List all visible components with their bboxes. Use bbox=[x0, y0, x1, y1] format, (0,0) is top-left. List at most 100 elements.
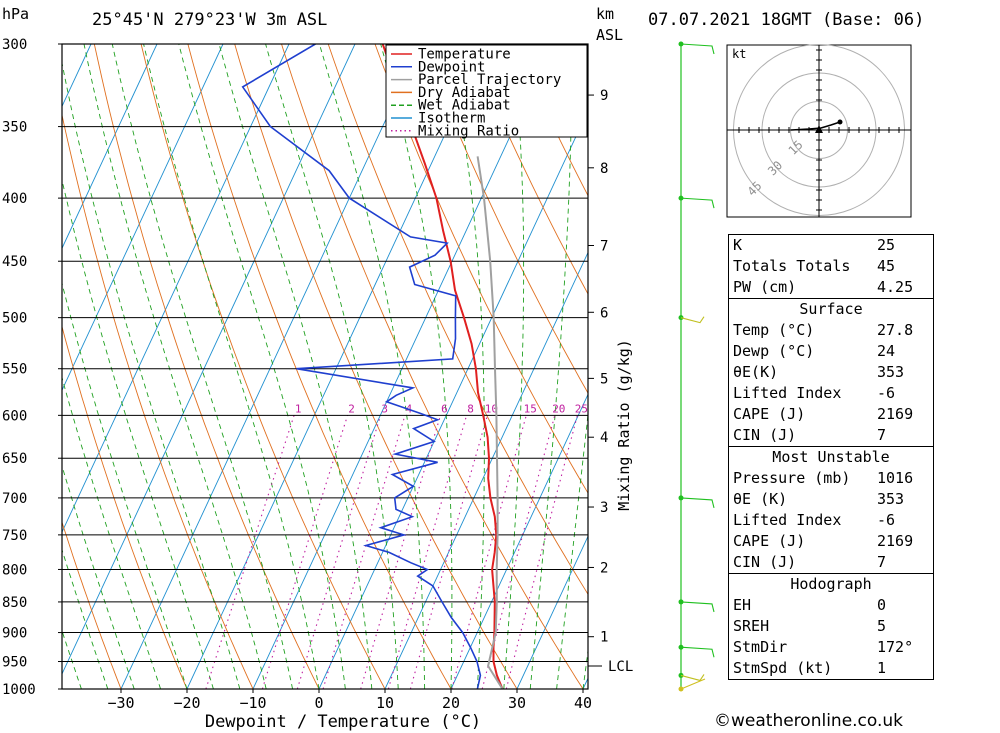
plot-border bbox=[61, 43, 589, 690]
section-title-row: Most Unstable bbox=[728, 446, 934, 468]
pressure-tick-label: 1000 bbox=[2, 682, 36, 698]
index-row: Totals Totals 45 bbox=[728, 256, 934, 277]
legend-entry: Wet Adiabat bbox=[418, 98, 511, 114]
km-tick-label: 4 bbox=[600, 430, 608, 446]
legend-entry: Temperature bbox=[418, 47, 511, 63]
pressure-tick-label: 850 bbox=[2, 595, 27, 611]
dry-adiabat-line bbox=[468, 44, 588, 295]
temperature-tick-label: 20 bbox=[442, 694, 460, 712]
indices-table: K 25 Totals Totals 45 PW (cm) 4.25 Surface Temp… bbox=[728, 234, 934, 680]
dry-adiabat-line bbox=[374, 44, 588, 494]
isotherm-line bbox=[516, 535, 588, 689]
mixing-ratio-label: 3 bbox=[381, 402, 388, 415]
isotherm-line bbox=[450, 393, 588, 689]
storm-motion-marker bbox=[815, 125, 823, 133]
index-row: CAPE (J) 2169 bbox=[728, 404, 934, 425]
mixing-ratio-label: 1 bbox=[295, 402, 302, 415]
index-label: CIN (J) bbox=[728, 552, 873, 574]
wet-adiabat-line bbox=[318, 44, 426, 689]
pressure-tick-label: 500 bbox=[2, 311, 27, 327]
pressure-tick-label: 650 bbox=[2, 451, 27, 467]
index-value: 5 bbox=[873, 616, 934, 637]
index-label: EH bbox=[728, 595, 873, 616]
mixing-ratio-label: 2 bbox=[348, 402, 355, 415]
isotherm-line bbox=[62, 44, 356, 676]
dewpoint-line bbox=[241, 44, 482, 689]
km-tick-label: 8 bbox=[600, 161, 608, 177]
mixing-ratio-line bbox=[296, 415, 382, 689]
pressure-tick-label: 350 bbox=[2, 120, 27, 136]
index-row: StmSpd (kt) 1 bbox=[728, 658, 934, 680]
wet-adiabat-line bbox=[503, 44, 525, 689]
index-row: Temp (°C) 27.8 bbox=[728, 320, 934, 341]
wind-barb bbox=[680, 43, 715, 55]
mixing-ratio-axis-label: Mixing Ratio (g/kg) bbox=[615, 339, 633, 511]
index-label: CAPE (J) bbox=[728, 531, 873, 552]
km-tick-label: 1 bbox=[600, 630, 608, 646]
index-label: Totals Totals bbox=[728, 256, 873, 277]
index-value: 27.8 bbox=[873, 320, 934, 341]
temperature-tick-label: 10 bbox=[376, 694, 394, 712]
isotherm-line bbox=[252, 44, 554, 689]
temperature-tick-label: −10 bbox=[239, 694, 266, 712]
index-value: 24 bbox=[873, 341, 934, 362]
index-row: Lifted Index -6 bbox=[728, 383, 934, 404]
legend-box bbox=[385, 44, 588, 138]
km-tick-label: 9 bbox=[600, 88, 608, 104]
dry-adiabat-line bbox=[983, 44, 1000, 689]
legend-entry: Dewpoint bbox=[418, 59, 485, 75]
section-title: Most Unstable bbox=[728, 446, 934, 468]
pressure-tick-label: 400 bbox=[2, 191, 27, 207]
index-row: StmDir 172° bbox=[728, 637, 934, 658]
hodograph-end-dot bbox=[837, 119, 843, 125]
index-label: θE (K) bbox=[728, 489, 873, 510]
index-label: CIN (J) bbox=[728, 425, 873, 447]
index-label: Dewp (°C) bbox=[728, 341, 873, 362]
wet-adiabat-line bbox=[529, 44, 573, 689]
index-value: 2169 bbox=[873, 404, 934, 425]
wind-barb bbox=[680, 316, 705, 324]
mixing-ratio-line bbox=[261, 415, 349, 689]
index-value: 0 bbox=[873, 595, 934, 616]
index-value: 353 bbox=[873, 489, 934, 510]
index-row: Dewp (°C) 24 bbox=[728, 341, 934, 362]
dry-adiabat-line bbox=[62, 325, 188, 689]
isotherm-line bbox=[62, 44, 224, 392]
index-label: K bbox=[728, 234, 873, 256]
index-row: θE (K) 353 bbox=[728, 489, 934, 510]
temperature-line bbox=[381, 44, 504, 689]
dry-adiabat-line bbox=[421, 44, 588, 395]
mixing-ratio-line bbox=[322, 415, 406, 689]
wet-adiabat-line bbox=[265, 44, 399, 689]
wet-adiabat-line bbox=[446, 44, 485, 689]
isotherm-line bbox=[318, 109, 588, 689]
wind-barb bbox=[680, 646, 715, 658]
index-row: Lifted Index -6 bbox=[728, 510, 934, 531]
index-label: StmDir bbox=[728, 637, 873, 658]
index-value: 353 bbox=[873, 362, 934, 383]
isotherm-line bbox=[62, 44, 158, 250]
mixing-ratio-label: 10 bbox=[485, 402, 498, 415]
index-row: θE(K) 353 bbox=[728, 362, 934, 383]
index-value: -6 bbox=[873, 510, 934, 531]
legend-entry: Mixing Ratio bbox=[418, 123, 519, 139]
km-tick-label: 7 bbox=[600, 239, 608, 255]
pressure-tick-label: 300 bbox=[2, 37, 27, 53]
mixing-ratio-label: 8 bbox=[467, 402, 474, 415]
index-row: K 25 bbox=[728, 234, 934, 256]
hodograph-unit: kt bbox=[732, 47, 746, 61]
index-row: EH 0 bbox=[728, 595, 934, 616]
index-value: 1016 bbox=[873, 468, 934, 489]
x-axis-label: Dewpoint / Temperature (°C) bbox=[205, 712, 481, 732]
pressure-tick-label: 450 bbox=[2, 254, 27, 270]
wet-adiabat-line bbox=[143, 44, 320, 689]
wet-adiabat-line bbox=[380, 44, 453, 689]
datetime-label: 07.07.2021 18GMT (Base: 06) bbox=[648, 10, 925, 30]
index-row: CIN (J) 7 bbox=[728, 425, 934, 447]
wind-barbs bbox=[678, 41, 715, 692]
isotherm-line bbox=[384, 251, 588, 689]
index-row: SREH 5 bbox=[728, 616, 934, 637]
profile-lines bbox=[241, 44, 504, 689]
wet-adiabat-line bbox=[62, 61, 241, 689]
